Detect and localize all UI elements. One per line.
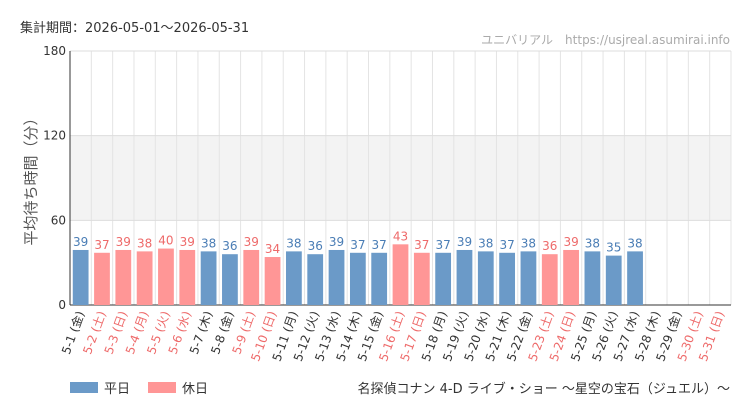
bar-value-label: 38 bbox=[627, 236, 642, 250]
y-tick-label: 60 bbox=[51, 213, 66, 227]
bar-value-label: 38 bbox=[521, 236, 536, 250]
bar-value-label: 39 bbox=[244, 235, 259, 249]
bar bbox=[477, 251, 494, 305]
bar bbox=[392, 244, 409, 305]
legend-item-weekday: 平日 bbox=[70, 378, 130, 397]
bar bbox=[371, 252, 388, 305]
bar bbox=[243, 249, 260, 305]
bar bbox=[413, 252, 430, 305]
legend-label-weekday: 平日 bbox=[104, 382, 131, 397]
bar-value-label: 39 bbox=[73, 235, 88, 249]
bar bbox=[520, 251, 537, 305]
bar-value-label: 34 bbox=[265, 242, 280, 256]
bar-value-label: 38 bbox=[286, 236, 301, 250]
bar-value-label: 35 bbox=[606, 241, 621, 255]
bar bbox=[94, 252, 110, 305]
bar-value-label: 37 bbox=[436, 238, 451, 252]
highlight-band bbox=[70, 135, 731, 221]
bar-value-label: 36 bbox=[222, 239, 237, 253]
bar bbox=[285, 251, 302, 305]
bar-value-label: 40 bbox=[158, 234, 173, 248]
bar bbox=[72, 249, 89, 305]
bar bbox=[328, 249, 345, 305]
bar bbox=[200, 251, 217, 305]
attraction-title: 名探偵コナン 4-D ライブ・ショー ～星空の宝石（ジュエル）～ bbox=[357, 382, 730, 397]
y-axis-label: 平均待ち時間（分） bbox=[22, 110, 40, 245]
y-tick-label: 180 bbox=[43, 44, 66, 58]
bar-value-label: 36 bbox=[308, 239, 323, 253]
bar-value-label: 37 bbox=[499, 238, 514, 252]
bar-value-label: 37 bbox=[414, 238, 429, 252]
legend-label-holiday: 休日 bbox=[182, 382, 209, 397]
legend-item-holiday: 休日 bbox=[148, 378, 208, 397]
legend-swatch-weekday bbox=[70, 382, 98, 393]
bar bbox=[605, 255, 622, 305]
bar-value-label: 39 bbox=[180, 235, 195, 249]
bar bbox=[456, 249, 473, 305]
bar bbox=[584, 251, 601, 305]
y-tick-label: 0 bbox=[58, 298, 66, 312]
bar-value-label: 38 bbox=[585, 236, 600, 250]
bar-value-label: 39 bbox=[329, 235, 344, 249]
legend-swatch-holiday bbox=[148, 382, 177, 393]
bar-value-label: 39 bbox=[457, 235, 472, 249]
bar bbox=[499, 252, 516, 305]
bar bbox=[563, 249, 579, 305]
bar bbox=[349, 252, 366, 305]
bar bbox=[264, 257, 281, 305]
bar-value-label: 39 bbox=[116, 235, 131, 249]
source-label: ユニバリアル https://usjreal.asumirai.info bbox=[481, 33, 730, 47]
bar bbox=[541, 254, 558, 305]
bar bbox=[435, 252, 452, 305]
bar-value-label: 39 bbox=[563, 235, 578, 249]
bar-value-label: 38 bbox=[478, 236, 493, 250]
bar bbox=[158, 248, 174, 305]
legend: 平日 休日 bbox=[70, 378, 208, 397]
bar-value-label: 43 bbox=[393, 229, 408, 243]
bar-value-label: 37 bbox=[350, 238, 365, 252]
y-tick-label: 120 bbox=[43, 129, 66, 143]
bar-value-label: 36 bbox=[542, 239, 557, 253]
bar bbox=[136, 251, 153, 305]
bar bbox=[307, 254, 324, 305]
bar bbox=[627, 251, 643, 305]
bar-value-label: 38 bbox=[201, 236, 216, 250]
bar bbox=[115, 249, 132, 305]
period-label: 集計期間：2026-05-01～2026-05-31 bbox=[20, 21, 250, 36]
bar-value-label: 38 bbox=[137, 236, 152, 250]
bar-value-label: 37 bbox=[94, 238, 109, 252]
bar bbox=[222, 254, 238, 305]
bar-value-label: 37 bbox=[372, 238, 387, 252]
bar bbox=[179, 249, 196, 305]
